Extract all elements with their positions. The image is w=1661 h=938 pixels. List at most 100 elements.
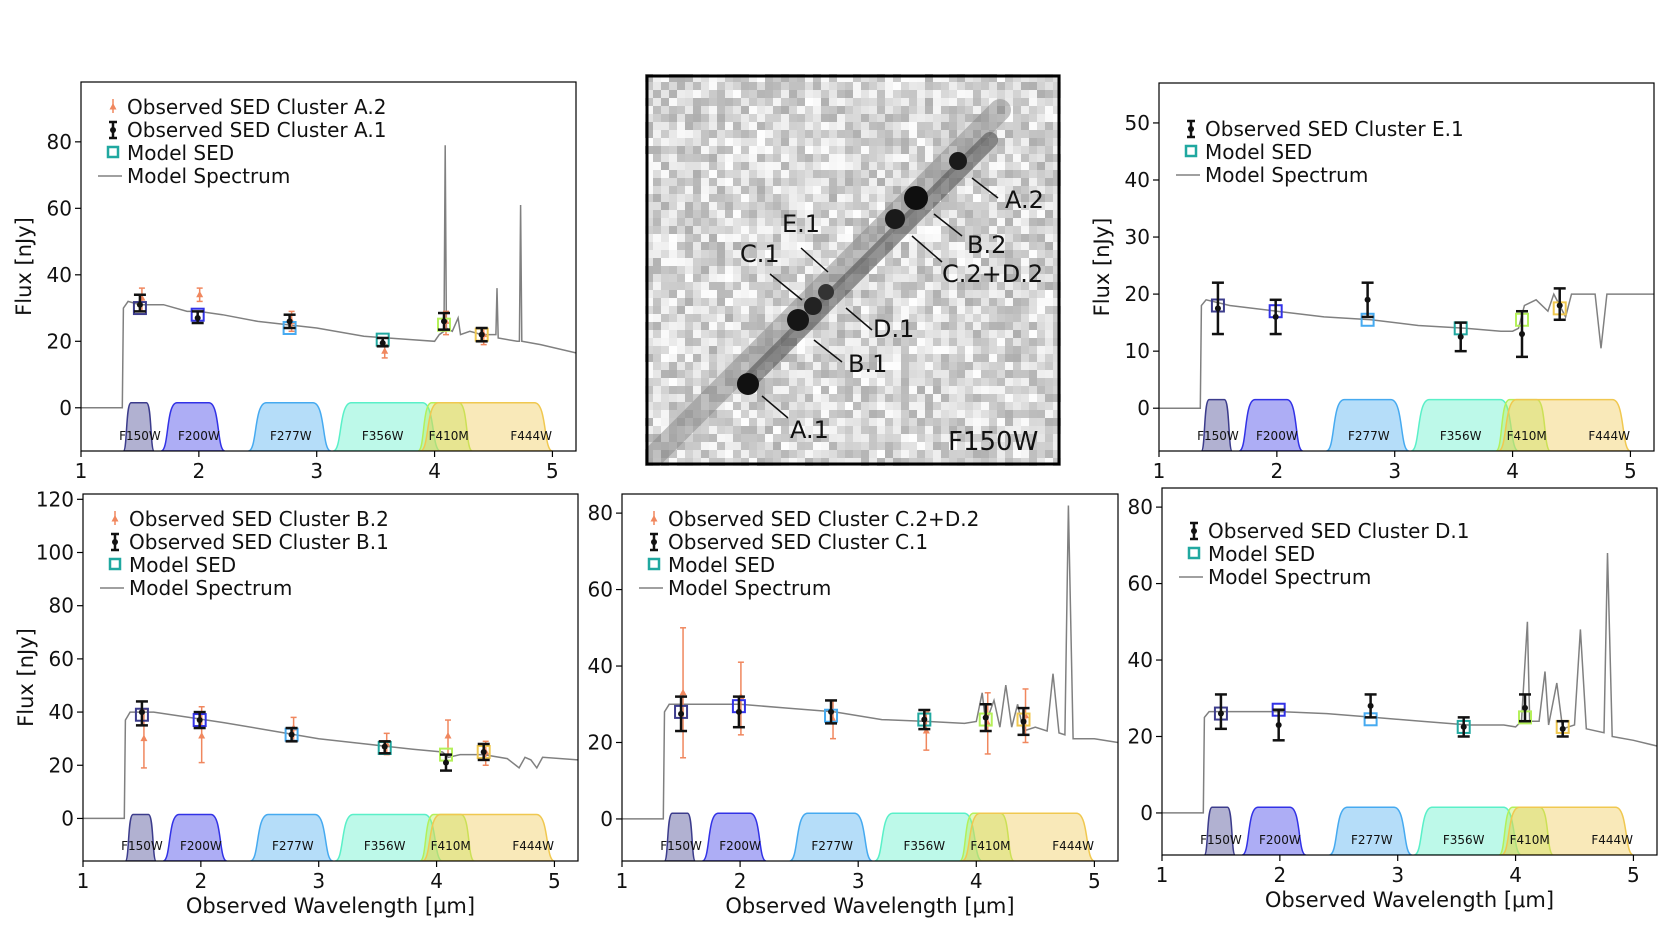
y-tick-label: 20 (47, 329, 72, 353)
axes-frame (80, 81, 577, 452)
legend-entry: Model SED (1208, 542, 1315, 566)
x-tick-label: 5 (548, 869, 561, 893)
filter-label-F356W: F356W (1443, 833, 1485, 847)
x-tick-label: 3 (1391, 863, 1404, 887)
obs-primary-point (678, 710, 685, 717)
x-tick-label: 3 (310, 459, 323, 483)
model-spectrum-line (1159, 292, 1654, 409)
label-b1: B.1 (848, 350, 887, 378)
label-e1: E.1 (782, 210, 820, 238)
x-tick-label: 2 (1273, 863, 1286, 887)
filter-label-F150W: F150W (119, 429, 161, 443)
filter-curve-F150W (122, 402, 155, 451)
y-tick-label: 60 (1128, 572, 1153, 596)
legend-swatch-primary-dot (651, 539, 657, 545)
filter-label-F410M: F410M (1507, 429, 1547, 443)
filter-curve-F277W (249, 813, 334, 861)
filter-curve-F150W (1200, 398, 1233, 451)
knot-c2d2 (885, 209, 905, 229)
legend-swatch-model-sed (1184, 144, 1198, 158)
y-tick-label: 20 (1128, 724, 1153, 748)
y-tick-label: 30 (1125, 225, 1150, 249)
legend-entry: Model Spectrum (1205, 163, 1368, 187)
y-tick-label: 40 (49, 700, 74, 724)
filter-curve-F150W (663, 812, 696, 861)
obs-primary-point (381, 743, 388, 750)
y-axis-label: Flux [nJy] (12, 217, 36, 316)
obs-primary-point (443, 759, 449, 766)
obs-primary-point (1275, 722, 1282, 729)
axes-frame (1158, 82, 1655, 452)
filter-label-F444W: F444W (1591, 833, 1633, 847)
model-spectrum-line (81, 145, 576, 409)
filter-label-F150W: F150W (121, 839, 163, 853)
plot-area: F150W F200W F277W F356W F410M F444W (81, 145, 576, 451)
filter-label-F200W: F200W (180, 839, 222, 853)
knot-b1 (787, 309, 809, 331)
filter-curve-F200W (162, 813, 228, 861)
legend-swatch-secondary-marker (111, 515, 119, 522)
legend-entry: Model Spectrum (668, 576, 831, 600)
filter-curve-F444W (422, 813, 555, 861)
filter-label-F444W: F444W (1588, 429, 1630, 443)
y-tick-label: 20 (49, 753, 74, 777)
x-tick-label: 2 (734, 869, 747, 893)
y-tick-label: 60 (588, 578, 613, 602)
obs-primary-point (1522, 704, 1528, 711)
filter-curve-F150W (1203, 806, 1236, 855)
obs-secondary-point (381, 347, 389, 354)
filter-label-F444W: F444W (510, 429, 552, 443)
y-tick-label: 20 (1125, 282, 1150, 306)
x-tick-label: 4 (1506, 459, 1519, 483)
legend-entry: Model SED (129, 553, 236, 577)
legend-entry: Observed SED Cluster A.1 (127, 118, 386, 142)
x-tick-label: 3 (852, 869, 865, 893)
obs-primary-point (1556, 302, 1563, 309)
sed-panel-b: F150W F200W F277W F356W F410M F444W 0 20 40 60 80 1… (14, 487, 579, 918)
filter-curve-F444W (1498, 398, 1631, 451)
model-spectrum-line (1162, 552, 1657, 814)
obs-primary-point (194, 315, 201, 322)
legend-swatch-primary-dot (112, 539, 118, 545)
obs-primary-point (921, 716, 928, 723)
filter-label-F200W: F200W (719, 839, 761, 853)
obs-primary-point (196, 717, 203, 724)
obs-primary-point (480, 748, 487, 755)
obs-primary-point (286, 318, 293, 325)
filter-label-F410M: F410M (970, 839, 1010, 853)
sed-panel-d: F150W F200W F277W F356W F410M F444W 0 20 40 60 80 1… (1128, 487, 1658, 912)
legend-entry: Observed SED Cluster A.2 (127, 95, 386, 119)
obs-secondary-point (679, 688, 687, 696)
legend-entry: Observed SED Cluster D.1 (1208, 519, 1470, 543)
y-axis-label: Flux [nJy] (14, 628, 38, 727)
x-tick-label: 2 (192, 459, 205, 483)
legend-swatch-secondary-marker (109, 103, 117, 110)
y-tick-label: 40 (1128, 648, 1153, 672)
y-tick-label: 80 (47, 130, 72, 154)
y-tick-label: 40 (1125, 168, 1150, 192)
filter-curve-F277W (789, 812, 873, 861)
obs-primary-point (828, 708, 835, 715)
model-spectrum-line (83, 711, 578, 820)
x-axis-label: Observed Wavelength [μm] (1265, 888, 1554, 912)
axes-frame (621, 493, 1119, 862)
filter-label-F150W: F150W (660, 839, 702, 853)
axes-frame (82, 493, 579, 862)
obs-primary-point (1367, 702, 1374, 709)
filter-label-F277W: F277W (272, 839, 314, 853)
obs-secondary-point (140, 734, 148, 742)
obs-primary-point (735, 708, 742, 715)
filter-curve-F200W (160, 402, 226, 451)
knot-d1 (818, 284, 834, 300)
image-panel: A.1 B.1 C.1 D.1 E.1 A.2 B.2 C.2+D.2 F150… (645, 74, 1061, 466)
obs-primary-point (1020, 718, 1027, 725)
filter-label-F410M: F410M (429, 429, 469, 443)
x-tick-label: 1 (75, 459, 88, 483)
obs-primary-point (1519, 331, 1525, 338)
filter-label-F277W: F277W (811, 839, 853, 853)
x-tick-label: 5 (1088, 869, 1101, 893)
